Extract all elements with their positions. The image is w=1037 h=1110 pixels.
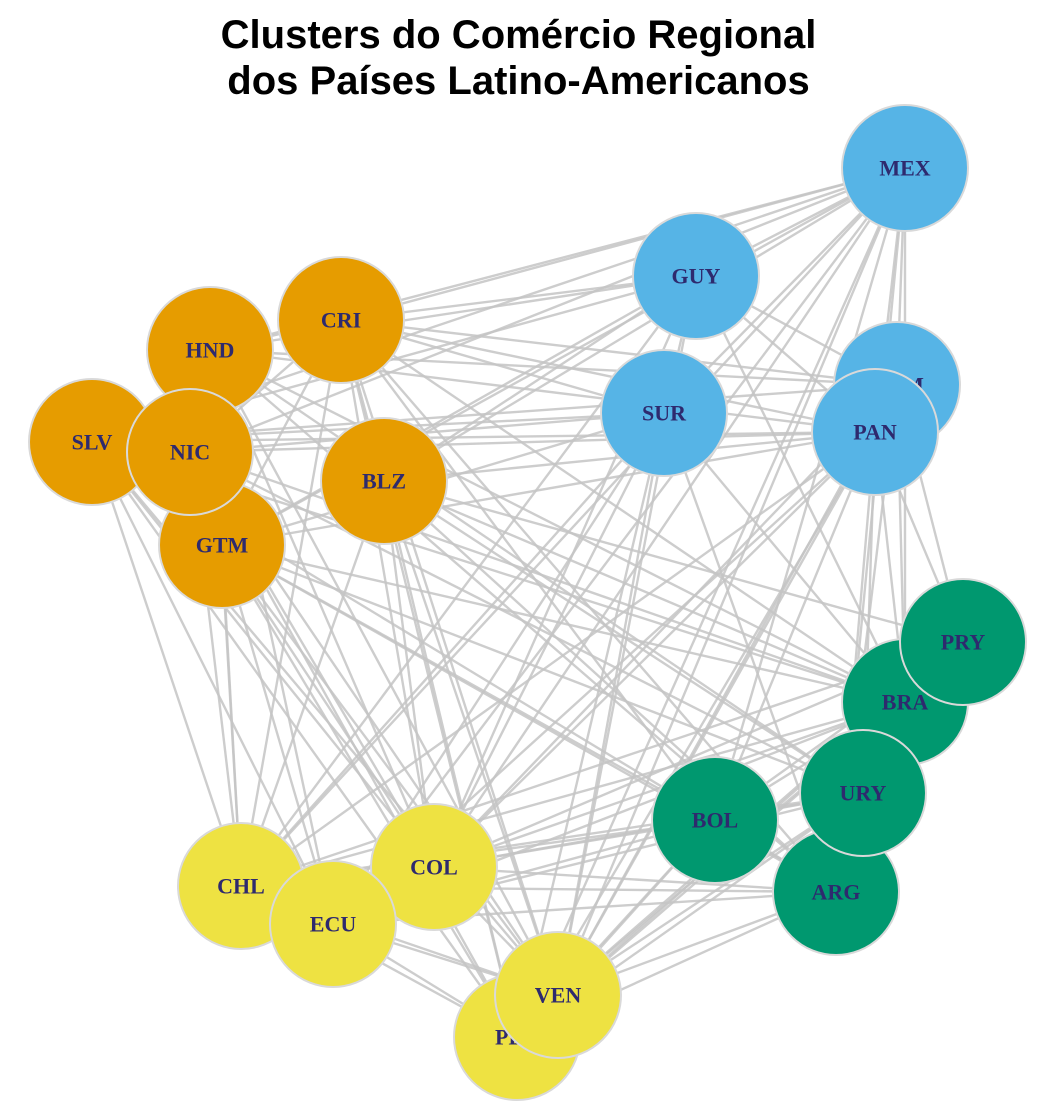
edge-pan-nic [189,430,876,454]
node-label-ury: URY [840,781,887,806]
node-label-bra: BRA [882,690,929,715]
node-guy[interactable]: GUY [632,212,760,340]
edge-blz-per [382,480,519,1038]
edge-slv-col [91,441,435,868]
edge-blz-pry [383,479,964,644]
edge-mex-nic [189,166,906,454]
edge-sur-ven [556,412,666,996]
node-label-slv: SLV [72,430,113,455]
edge-blz-ury [383,479,864,795]
node-blz[interactable]: BLZ [320,417,448,545]
node-label-pry: PRY [941,630,986,655]
node-pry[interactable]: PRY [899,578,1027,706]
node-circle-pry [899,578,1027,706]
title-line-1: Clusters do Comércio Regional [220,13,817,57]
edge-pan-ven [556,431,877,996]
node-circle-blz [320,417,448,545]
node-circle-guy [632,212,760,340]
node-sur[interactable]: SUR [600,349,728,477]
node-label-guy: GUY [672,264,721,289]
edge-blz-ven [382,480,560,996]
edge-slv-ecu [90,441,335,925]
edge-slv-chl [90,441,243,887]
edge-gtm-bol [221,543,716,822]
node-circle-cri [277,256,405,384]
node-circle-bol [651,756,779,884]
node-label-ecu: ECU [310,912,357,937]
node-col[interactable]: COL [370,803,498,931]
node-label-sur: SUR [642,401,687,426]
node-label-blz: BLZ [362,469,406,494]
node-circle-col [370,803,498,931]
edge-blz-bra [383,479,906,704]
node-slv[interactable]: SLV [28,378,156,506]
node-label-ven: VEN [535,983,582,1008]
edge-mex-col [433,167,906,868]
edge-gtm-per [220,544,519,1038]
node-ury[interactable]: URY [799,729,927,857]
node-label-mex: MEX [879,156,930,181]
node-circle-ury [799,729,927,857]
node-circle-ven [494,931,622,1059]
edge-nic-ury [189,450,864,795]
node-label-cri: CRI [321,308,361,333]
node-label-nic: NIC [170,440,210,465]
node-ecu[interactable]: ECU [269,860,397,988]
title-line-2: dos Países Latino-Americanos [227,59,810,103]
edge-cri-col [339,319,436,868]
node-pan[interactable]: PAN [811,368,939,496]
edge-nic-bra [189,450,906,704]
node-circle-sur [600,349,728,477]
node-nic[interactable]: NIC [126,388,254,516]
edge-guy-gtm [221,274,697,547]
edge-sur-per [515,412,666,1038]
node-ven[interactable]: VEN [494,931,622,1059]
node-layer: MEXGUYDOMSURPANCRIHNDSLVGTMNICBLZBRAPRYA… [28,104,1027,1101]
edge-pan-gtm [221,430,876,547]
node-circle-ecu [269,860,397,988]
node-cri[interactable]: CRI [277,256,405,384]
edge-dom-cri [340,318,898,387]
edge-mex-ven [556,167,907,996]
edge-col-arg [433,865,837,894]
edge-blz-col [382,480,436,868]
node-mex[interactable]: MEX [841,104,969,232]
edge-mex-bol [713,167,907,821]
edge-gtm-ury [221,543,864,795]
edge-sur-nic [189,411,665,454]
node-hnd[interactable]: HND [146,286,274,414]
node-bol[interactable]: BOL [651,756,779,884]
node-label-hnd: HND [186,338,235,363]
node-label-col: COL [410,855,458,880]
edge-gtm-col [220,544,436,868]
node-label-bol: BOL [692,808,738,833]
edge-cri-bra [340,319,906,703]
edge-gtm-bra [221,543,906,704]
node-label-pan: PAN [853,420,897,445]
node-circle-mex [841,104,969,232]
edge-pan-col [433,431,876,868]
edge-hnd-bra [209,348,906,704]
node-label-chl: CHL [217,874,265,899]
node-circle-nic [126,388,254,516]
node-label-arg: ARG [812,880,861,905]
edge-blz-chl [239,480,386,887]
edge-pan-chl [240,431,876,887]
edge-gtm-ven [221,544,559,996]
edge-chl-pry [240,640,964,888]
diagram-title: Clusters do Comércio Regional dos Países… [0,12,1037,104]
node-label-gtm: GTM [196,533,249,558]
edge-guy-bra [694,275,907,703]
edge-hnd-ury [209,349,864,794]
edge-pan-cri [340,318,876,434]
edge-chl-bra [240,700,906,888]
edge-sur-col [432,412,666,868]
node-circle-pan [811,368,939,496]
edge-pan-bol [713,431,877,821]
